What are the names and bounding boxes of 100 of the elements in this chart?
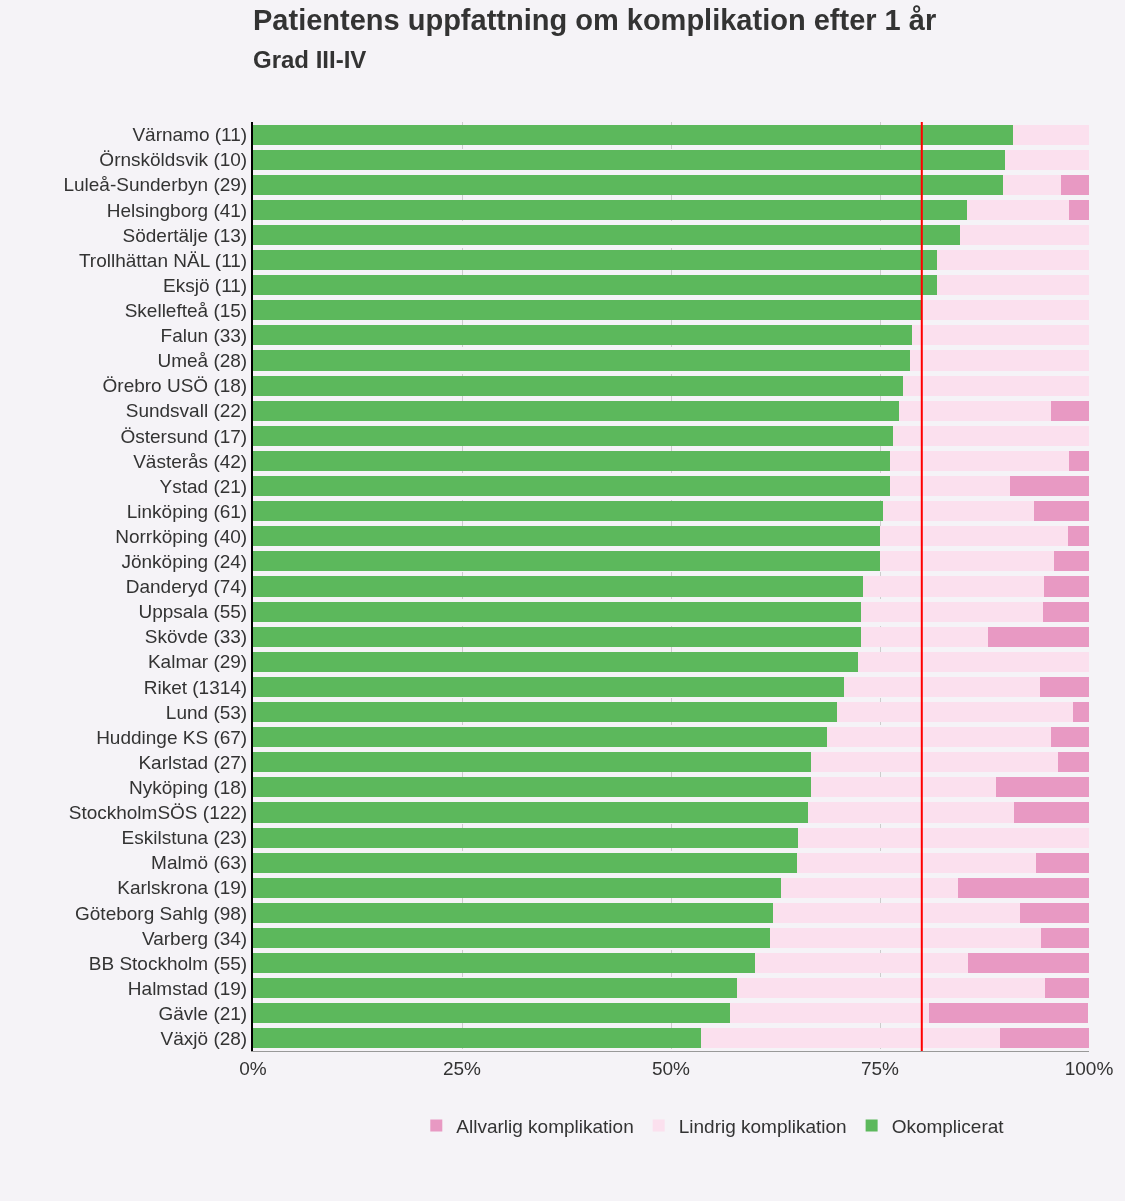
bar — [860, 601, 1044, 622]
x-tick-label: 25% — [442, 1057, 482, 1079]
bar — [1043, 576, 1089, 597]
bar — [1043, 601, 1089, 622]
y-tick-label: Norrköping (40) — [115, 525, 248, 547]
bar — [253, 576, 864, 597]
bar — [253, 224, 961, 246]
y-tick-label: Huddinge KS (67) — [96, 726, 248, 748]
bar — [253, 727, 828, 748]
y-tick-label: Helsingborg (41) — [106, 199, 248, 221]
x-tick-label: 50% — [651, 1057, 691, 1079]
y-tick-label: Eskilstuna (23) — [121, 827, 248, 849]
y-tick-label: Kalmar (29) — [147, 651, 248, 673]
bar — [810, 777, 997, 798]
y-tick-label: Örnsköldsvik (10) — [99, 149, 248, 171]
chart-title: Patientens uppfattning om komplikation efter 1 år — [253, 4, 937, 37]
bar — [1068, 526, 1089, 547]
y-tick-label: Uppsala (55) — [138, 601, 248, 623]
bar — [892, 425, 1089, 446]
bar — [253, 802, 809, 823]
bar — [1012, 124, 1089, 145]
bar — [253, 149, 1006, 170]
bar — [1005, 149, 1089, 170]
y-tick-label: Östersund (17) — [120, 425, 248, 447]
y-tick-label: Linköping (61) — [126, 500, 248, 522]
bar — [1002, 174, 1061, 195]
bar — [253, 953, 755, 974]
bar — [253, 375, 904, 396]
bar — [253, 400, 900, 421]
bar — [1051, 727, 1089, 748]
bar — [827, 727, 1052, 748]
bar — [253, 250, 937, 271]
y-tick-label: Karlstad (27) — [138, 751, 248, 773]
bar — [772, 902, 1021, 923]
y-tick-label: Ystad (21) — [159, 475, 248, 497]
y-tick-label: Luleå-Sunderbyn (29) — [63, 174, 248, 196]
bar — [253, 676, 845, 697]
bar — [253, 1003, 731, 1024]
bar — [1068, 450, 1089, 471]
y-tick-label: Riket (1314) — [143, 676, 248, 698]
y-tick-label: Falun (33) — [160, 325, 248, 347]
bar — [960, 224, 1089, 246]
bar — [863, 576, 1044, 597]
y-tick-label: Gävle (21) — [158, 1002, 248, 1024]
bar — [253, 978, 738, 999]
bar — [1073, 702, 1089, 723]
x-tick-label: 75% — [860, 1057, 900, 1079]
bar — [253, 752, 811, 773]
y-tick-label: Eksjö (11) — [163, 274, 248, 296]
bar — [798, 827, 1089, 848]
bar — [880, 551, 1054, 572]
bar — [781, 877, 958, 898]
bar — [769, 927, 1041, 949]
bar — [1033, 501, 1089, 522]
bar — [797, 852, 1037, 873]
bar — [253, 626, 861, 647]
y-tick-label: Varberg (34) — [141, 927, 248, 949]
bar — [880, 526, 1069, 547]
bar — [858, 651, 1089, 672]
y-tick-label: Skövde (33) — [144, 626, 248, 648]
y-tick-label: Malmö (63) — [151, 852, 248, 874]
bar — [253, 927, 770, 949]
bar — [883, 501, 1034, 522]
y-tick-label: Jönköping (24) — [121, 551, 248, 573]
legend-label: Lindrig komplikation — [678, 1116, 847, 1137]
legend-label: Allvarlig komplikation — [456, 1116, 634, 1137]
bar — [1036, 852, 1089, 873]
bar — [999, 1028, 1089, 1049]
y-tick-label: BB Stockholm (55) — [88, 952, 248, 974]
x-tick-label: 0% — [239, 1057, 267, 1079]
bar — [253, 425, 893, 446]
bar — [737, 978, 1045, 999]
y-tick-label: Trollhättan NÄL (11) — [78, 249, 248, 271]
bar — [957, 877, 1089, 898]
bar — [1051, 400, 1089, 421]
y-tick-label: Södertälje (13) — [122, 224, 248, 246]
bar — [253, 877, 782, 898]
y-tick-label: Karlskrona (19) — [117, 877, 248, 899]
bar — [899, 400, 1052, 421]
bar — [253, 827, 799, 848]
bar — [1058, 752, 1089, 773]
bar — [890, 450, 1069, 471]
bar — [253, 601, 861, 622]
bar — [253, 777, 811, 798]
bar — [967, 953, 1089, 974]
bar — [253, 551, 880, 572]
legend-label: Okomplicerat — [891, 1116, 1005, 1137]
bar — [253, 350, 911, 371]
bar — [808, 802, 1014, 823]
y-tick-label: Värnamo (11) — [132, 124, 248, 146]
bar — [253, 902, 773, 923]
bar — [1009, 476, 1089, 497]
bar — [253, 275, 937, 296]
bar — [1040, 927, 1089, 949]
bar — [844, 676, 1040, 697]
bar — [730, 1003, 930, 1024]
bar — [810, 752, 1059, 773]
bar — [701, 1028, 1000, 1049]
bar — [987, 626, 1089, 647]
bar — [929, 1003, 1089, 1024]
